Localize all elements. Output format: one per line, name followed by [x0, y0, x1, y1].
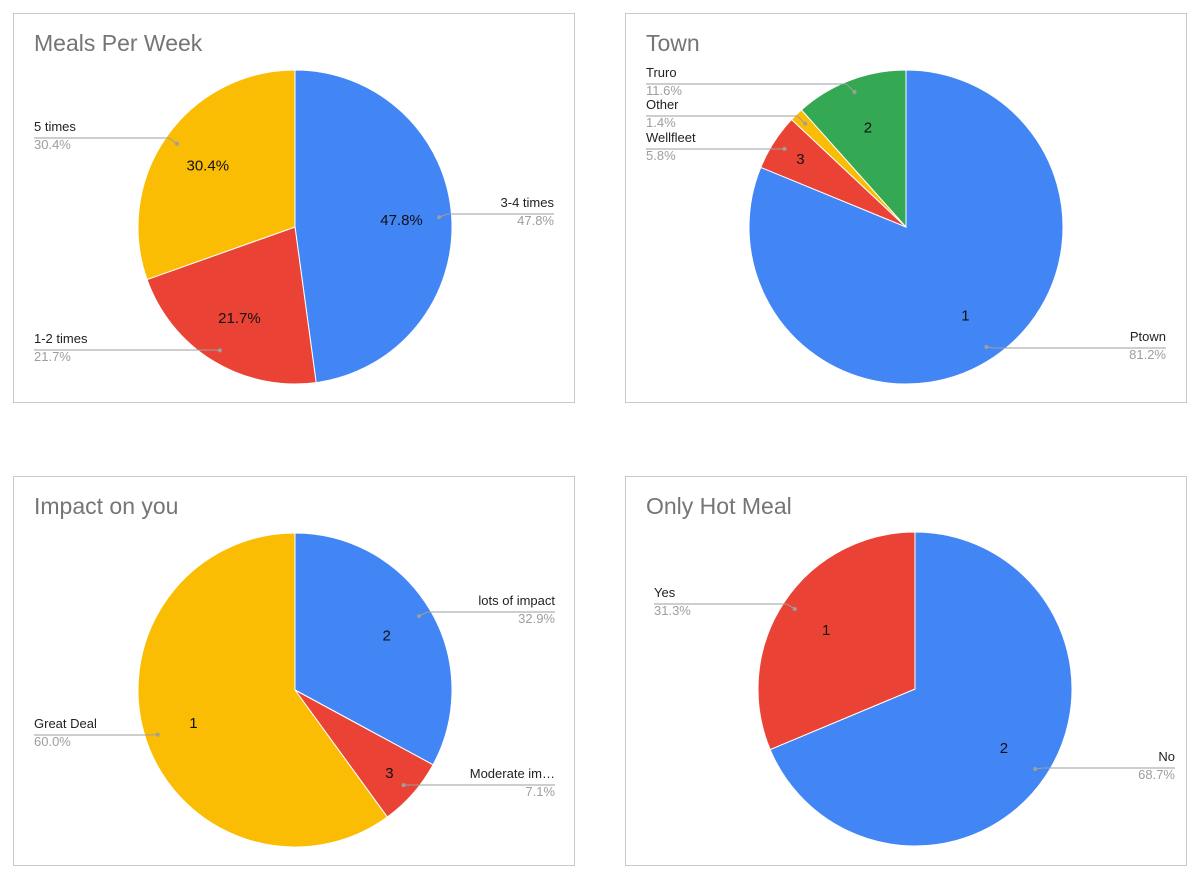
legend-label: Ptown — [1130, 329, 1166, 344]
callout-dot — [175, 141, 180, 146]
chart-title: Only Hot Meal — [646, 493, 792, 519]
legend-percent: 31.3% — [654, 603, 691, 618]
legend-percent: 21.7% — [34, 349, 71, 364]
pie-slice — [294, 69, 453, 384]
pie-slice — [294, 532, 453, 766]
legend-percent: 60.0% — [34, 734, 71, 749]
legend-label: 3-4 times — [501, 195, 555, 210]
slice-label: 3 — [796, 151, 804, 168]
callout-dot — [803, 121, 808, 126]
chart-title: Meals Per Week — [34, 30, 203, 56]
legend-label: Great Deal — [34, 716, 97, 731]
pie-slice — [748, 69, 1064, 385]
legend-label: Moderate im… — [470, 766, 555, 781]
callout-dot — [852, 90, 857, 95]
slice-label: 1 — [961, 308, 969, 325]
slice-label: 3 — [385, 765, 393, 782]
legend-percent: 32.9% — [518, 611, 555, 626]
legend-percent: 1.4% — [646, 115, 676, 130]
callout-dot — [792, 606, 797, 611]
legend-label: No — [1158, 749, 1175, 764]
chart-panel-impact-on-you: Impact on you 2 lots of impact 32.9% 3 Moder… — [13, 476, 575, 866]
legend-label: Other — [646, 97, 679, 112]
callout-dot — [217, 348, 222, 353]
slice-label: 30.4% — [187, 157, 230, 174]
legend-percent: 11.6% — [646, 83, 682, 98]
chart-panel-meals-per-week: Meals Per Week 47.8% 3-4 times 47.8% 21.7% 1… — [13, 13, 575, 403]
pie-slice — [800, 69, 907, 229]
callout-dot — [401, 783, 406, 788]
pie-slice — [757, 531, 916, 751]
slice-label: 47.8% — [380, 212, 423, 229]
chart-title: Impact on you — [34, 493, 179, 519]
legend-percent: 5.8% — [646, 148, 676, 163]
pie-slice — [137, 69, 296, 281]
legend-percent: 47.8% — [517, 213, 554, 228]
callout-dot — [984, 344, 989, 349]
callout-line — [646, 115, 806, 124]
callout-dot — [782, 146, 787, 151]
callout-line — [654, 603, 796, 610]
legend-percent: 30.4% — [34, 137, 71, 152]
legend-label: Wellfleet — [646, 130, 696, 145]
slice-label: 2 — [864, 119, 872, 136]
callout-dot — [1033, 767, 1038, 772]
chart-title: Town — [646, 30, 700, 56]
callout-dot — [417, 614, 422, 619]
slice-label: 1 — [822, 622, 830, 639]
callout-line — [986, 346, 1166, 349]
slice-label: 2 — [383, 627, 391, 644]
pie-chart: 2 lots of impact 32.9% 3 Moderate im… 7.1% 1 Gr… — [34, 532, 555, 848]
legend-label: lots of impact — [478, 593, 555, 608]
legend-label: 1-2 times — [34, 331, 88, 346]
pie-chart: 2 No 68.7% 1 Yes 31.3% — [654, 531, 1175, 847]
callout-dot — [155, 732, 160, 737]
chart-panel-only-hot-meal: Only Hot Meal 2 No 68.7% 1 Yes 31.3% — [625, 476, 1187, 866]
pie-chart: 1 Ptown 81.2% 3 Wellfleet 5.8% Other 1.4% 2 Truro… — [646, 65, 1166, 385]
chart-panel-town: Town 1 Ptown 81.2% 3 Wellfleet 5.8% Other 1.4% 2… — [625, 13, 1187, 403]
callout-line — [34, 137, 178, 145]
callout-line — [438, 213, 554, 218]
slice-label: 21.7% — [218, 310, 261, 327]
legend-percent: 7.1% — [525, 784, 555, 799]
legend-label: Truro — [646, 65, 677, 80]
callout-line — [1035, 767, 1175, 770]
slice-label: 1 — [189, 715, 197, 732]
pie-chart: 47.8% 3-4 times 47.8% 21.7% 1-2 times 21.7% 30… — [34, 69, 555, 385]
legend-percent: 81.2% — [1129, 347, 1166, 362]
pie-slice — [137, 532, 388, 848]
legend-percent: 68.7% — [1138, 767, 1175, 782]
callout-line — [646, 83, 855, 93]
legend-label: Yes — [654, 585, 676, 600]
pie-slice — [769, 531, 1073, 847]
callout-dot — [437, 215, 442, 220]
callout-line — [418, 611, 555, 617]
pie-slice — [146, 226, 317, 385]
legend-label: 5 times — [34, 119, 76, 134]
slice-label: 2 — [1000, 740, 1008, 757]
